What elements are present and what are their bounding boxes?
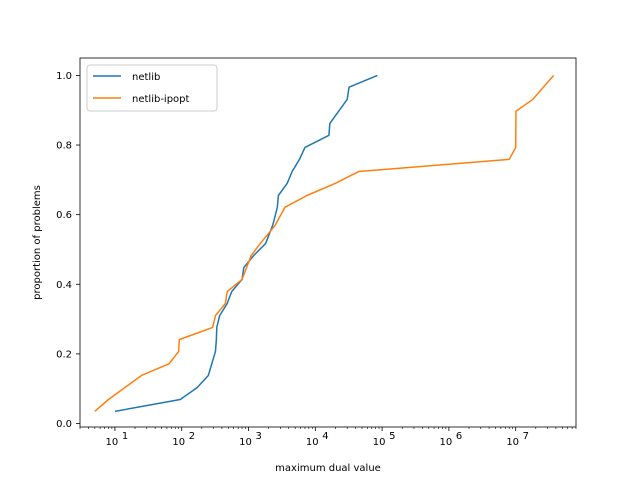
x-tick-label: 10 xyxy=(440,437,453,448)
y-tick-label: 0.4 xyxy=(56,280,72,291)
series-layer xyxy=(94,74,555,413)
x-tick-label-exponent: 5 xyxy=(389,431,395,442)
y-axis-label: proportion of problems xyxy=(32,185,43,300)
x-tick-label: 10 xyxy=(306,437,319,448)
x-tick-label-exponent: 7 xyxy=(523,431,529,442)
x-tick-label-exponent: 4 xyxy=(322,431,328,442)
y-tick-label: 1.0 xyxy=(56,71,72,82)
legend-label-netlib: netlib xyxy=(132,72,160,83)
x-tick-label: 10 xyxy=(239,437,252,448)
legend: netlib netlib-ipopt xyxy=(86,64,218,112)
legend-label-netlib-ipopt: netlib-ipopt xyxy=(132,94,190,105)
x-tick-label: 10 xyxy=(106,437,119,448)
x-tick-label-exponent: 1 xyxy=(122,431,128,442)
x-tick-label: 10 xyxy=(373,437,386,448)
y-tick-label: 0.8 xyxy=(56,141,72,152)
y-axis-ticks: 0.0 0.2 0.4 0.6 0.8 1.0 xyxy=(56,71,80,430)
x-tick-label-exponent: 6 xyxy=(456,431,462,442)
x-tick-label: 10 xyxy=(506,437,519,448)
x-axis-label: maximum dual value xyxy=(275,463,381,474)
plot-frame xyxy=(79,57,577,428)
x-tick-label-exponent: 2 xyxy=(189,431,195,442)
x-tick-label: 10 xyxy=(172,437,185,448)
series-line-netlib-ipopt xyxy=(94,74,555,412)
x-tick-label-exponent: 3 xyxy=(256,431,262,442)
y-tick-label: 0.6 xyxy=(56,210,72,221)
y-tick-label: 0.0 xyxy=(56,419,72,430)
y-tick-label: 0.2 xyxy=(56,349,72,360)
series-line-netlib xyxy=(114,74,378,413)
